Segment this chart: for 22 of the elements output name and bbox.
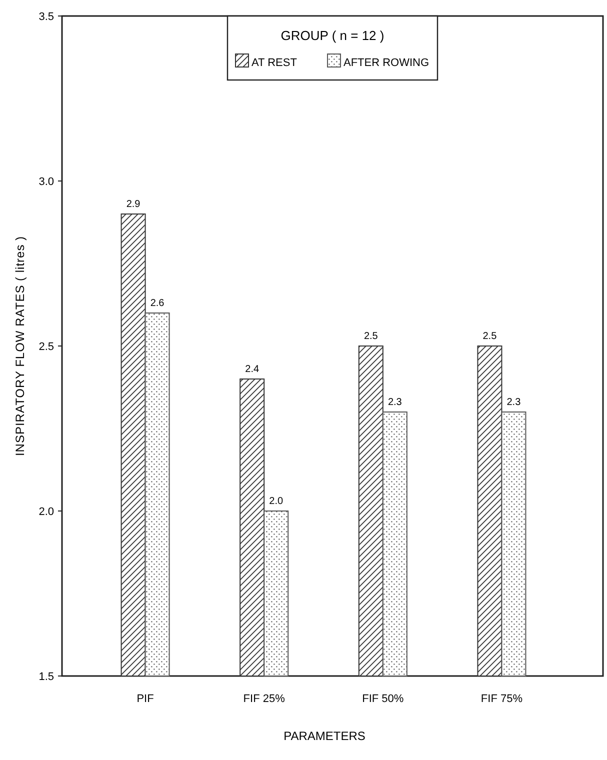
y-tick-label: 3.5: [38, 11, 54, 23]
data-label: 2.3: [388, 397, 402, 408]
legend-label: AFTER ROWING: [344, 57, 430, 69]
x-axis-title: PARAMETERS: [284, 729, 366, 743]
x-tick-label: FIF 25%: [243, 693, 286, 705]
data-label: 2.3: [506, 397, 522, 408]
y-tick-label: 3.0: [38, 176, 54, 188]
data-label: 2.6: [150, 298, 165, 309]
legend-label: AT REST: [252, 57, 298, 69]
y-tick-label: 1.5: [38, 671, 54, 683]
y-tick-label: 2.0: [38, 506, 54, 518]
y-tick-label: 2.5: [38, 341, 54, 353]
data-label: 2.5: [482, 331, 498, 342]
x-tick-label: FIF 75%: [480, 693, 523, 705]
data-label: 2.0: [269, 496, 284, 507]
legend-title: GROUP ( n = 12 ): [280, 28, 384, 43]
x-tick-label: PIF: [136, 693, 154, 705]
data-label: 2.5: [364, 331, 378, 342]
data-label: 2.4: [245, 364, 260, 375]
y-axis-title: INSPIRATORY FLOW RATES ( litres ): [13, 236, 27, 456]
x-tick-label: FIF 50%: [362, 693, 404, 705]
data-label: 2.9: [126, 199, 141, 210]
